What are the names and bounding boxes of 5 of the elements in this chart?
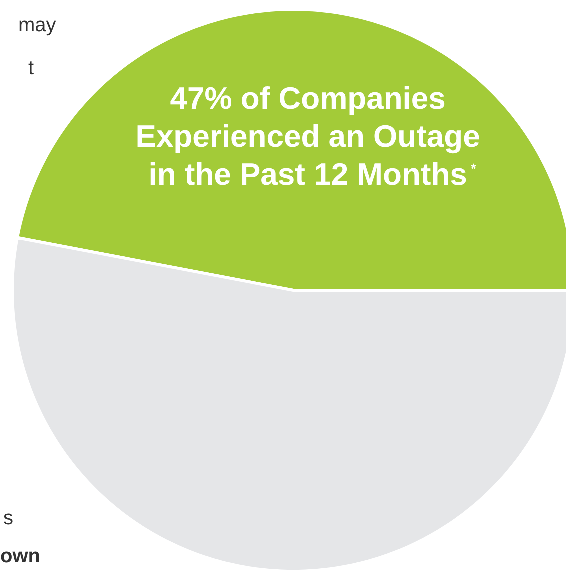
text: t [28, 58, 34, 80]
text: own [0, 546, 40, 568]
text: may [18, 14, 56, 36]
slice-label: 47% of Companies Experienced an Outage in the Past 12 Months* [136, 81, 480, 192]
text: s [4, 508, 14, 530]
